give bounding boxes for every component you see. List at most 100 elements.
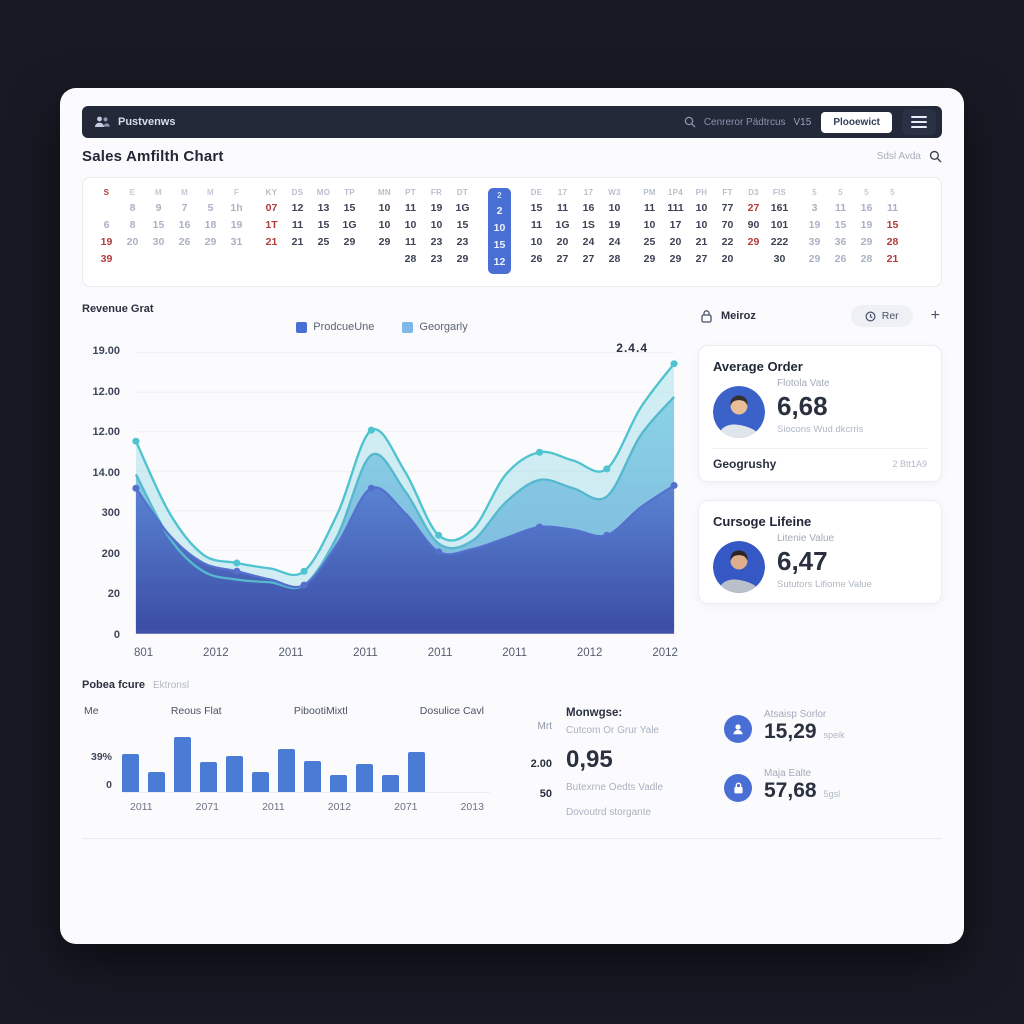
- calendar-day[interactable]: 15: [886, 219, 899, 231]
- calendar-day[interactable]: 1S: [582, 219, 595, 231]
- add-metric-button[interactable]: +: [930, 307, 940, 324]
- calendar-day[interactable]: 11: [834, 202, 847, 214]
- calendar-day[interactable]: 21: [265, 236, 278, 248]
- calendar-day[interactable]: 10: [695, 219, 708, 231]
- calendar-day[interactable]: 20: [556, 236, 569, 248]
- calendar-day[interactable]: 10: [643, 219, 656, 231]
- calendar-day[interactable]: 15: [834, 219, 847, 231]
- calendar-day[interactable]: 28: [608, 253, 621, 265]
- calendar-day[interactable]: 15: [456, 219, 469, 231]
- calendar-day[interactable]: 21: [291, 236, 304, 248]
- calendar-day[interactable]: 16: [178, 219, 191, 231]
- hamburger-menu-icon[interactable]: [902, 109, 936, 135]
- calendar-day[interactable]: 15: [493, 239, 506, 251]
- calendar-day[interactable]: 11: [291, 219, 304, 231]
- calendar-day[interactable]: 11: [530, 219, 543, 231]
- calendar-day[interactable]: 70: [721, 219, 734, 231]
- calendar-day[interactable]: 31: [230, 236, 243, 248]
- calendar-day[interactable]: 27: [582, 253, 595, 265]
- tab-pibootimixtl[interactable]: PibootiMixtl: [293, 705, 348, 717]
- calendar-day[interactable]: 90: [747, 219, 760, 231]
- calendar-day[interactable]: 20: [126, 236, 139, 248]
- calendar-day[interactable]: 101: [770, 219, 789, 231]
- calendar-day[interactable]: 15: [530, 202, 543, 214]
- calendar-day[interactable]: 27: [747, 202, 760, 214]
- metric-card-customer-lifetime[interactable]: Cursoge Lifeine Litenie Value 6,47 S: [698, 500, 942, 604]
- calendar-day[interactable]: 26: [530, 253, 543, 265]
- calendar-day[interactable]: 19: [230, 219, 243, 231]
- calendar-day[interactable]: 12: [291, 202, 304, 214]
- calendar-day[interactable]: 1G: [342, 219, 357, 231]
- calendar-day[interactable]: 28: [886, 236, 899, 248]
- calendar-day[interactable]: 13: [317, 202, 330, 214]
- calendar-day[interactable]: 19: [608, 219, 621, 231]
- calendar-day[interactable]: 27: [556, 253, 569, 265]
- calendar-day[interactable]: 15: [317, 219, 330, 231]
- legend-item-geography[interactable]: Georgarly: [402, 321, 468, 333]
- calendar-day[interactable]: 11: [404, 236, 417, 248]
- calendar-day[interactable]: 29: [378, 236, 391, 248]
- calendar-day[interactable]: 24: [582, 236, 595, 248]
- calendar-day[interactable]: 25: [317, 236, 330, 248]
- navbar-search[interactable]: Cenreror Pädtrcus V15: [684, 116, 811, 128]
- calendar-day[interactable]: 16: [860, 202, 873, 214]
- search-icon[interactable]: [929, 150, 942, 163]
- calendar-day[interactable]: 161: [770, 202, 789, 214]
- tab-dosulice-cavl[interactable]: Dosulice Cavl: [419, 705, 484, 717]
- calendar-day[interactable]: 9: [155, 202, 162, 214]
- calendar-day[interactable]: 10: [530, 236, 543, 248]
- tab-reous-flat[interactable]: Reous Flat: [170, 705, 222, 717]
- calendar-day[interactable]: 29: [643, 253, 656, 265]
- calendar-day[interactable]: 1G: [555, 219, 570, 231]
- calendar-day[interactable]: 2: [496, 205, 503, 217]
- filter-pill-button[interactable]: Rer: [850, 305, 913, 327]
- calendar-day[interactable]: 10: [404, 219, 417, 231]
- calendar-day[interactable]: 6: [103, 219, 110, 231]
- calendar-day[interactable]: 17: [669, 219, 682, 231]
- calendar-day[interactable]: 28: [860, 253, 873, 265]
- calendar-day[interactable]: 1G: [455, 202, 470, 214]
- calendar-day[interactable]: 30: [773, 253, 786, 265]
- calendar-day[interactable]: 10: [695, 202, 708, 214]
- calendar-day[interactable]: 23: [430, 236, 443, 248]
- calendar-day[interactable]: 16: [582, 202, 595, 214]
- tab-me[interactable]: Me: [84, 705, 99, 717]
- calendar-day[interactable]: 07: [265, 202, 278, 214]
- calendar-day[interactable]: 26: [834, 253, 847, 265]
- calendar-day[interactable]: 29: [456, 253, 469, 265]
- calendar-day[interactable]: 10: [493, 222, 506, 234]
- calendar-day[interactable]: 19: [100, 236, 113, 248]
- calendar-day[interactable]: 21: [695, 236, 708, 248]
- calendar-day[interactable]: 19: [430, 202, 443, 214]
- calendar-day[interactable]: 36: [834, 236, 847, 248]
- calendar-day[interactable]: 10: [608, 202, 621, 214]
- calendar-day[interactable]: 5: [207, 202, 214, 214]
- calendar-day[interactable]: 39: [808, 236, 821, 248]
- calendar-day[interactable]: 10: [430, 219, 443, 231]
- calendar-day[interactable]: 11: [886, 202, 899, 214]
- calendar-day[interactable]: 20: [721, 253, 734, 265]
- calendar-day[interactable]: 29: [204, 236, 217, 248]
- legend-item-productline[interactable]: ProdcueUne: [296, 321, 374, 333]
- calendar-day[interactable]: 11: [643, 202, 656, 214]
- calendar-day[interactable]: 11: [404, 202, 417, 214]
- calendar-day[interactable]: 3: [811, 202, 818, 214]
- brand[interactable]: Pustvenws: [94, 115, 175, 129]
- calendar-day[interactable]: 7: [181, 202, 188, 214]
- calendar-day[interactable]: 8: [129, 202, 136, 214]
- calendar-day[interactable]: 22: [721, 236, 734, 248]
- calendar-day[interactable]: 11: [556, 202, 569, 214]
- calendar-day[interactable]: 23: [456, 236, 469, 248]
- calendar-day[interactable]: 10: [378, 219, 391, 231]
- calendar-day[interactable]: 39: [100, 253, 113, 265]
- calendar-day[interactable]: 27: [695, 253, 708, 265]
- navbar-action-button[interactable]: Plooewict: [821, 111, 892, 133]
- calendar-day[interactable]: 1T: [265, 219, 278, 231]
- calendar-day[interactable]: 111: [667, 202, 684, 214]
- calendar-day[interactable]: 18: [204, 219, 217, 231]
- metric-card-average-order[interactable]: Average Order Flotola Vate 6,68 Sioc: [698, 345, 942, 482]
- calendar-day[interactable]: 15: [152, 219, 165, 231]
- calendar-day[interactable]: 29: [747, 236, 760, 248]
- calendar-day[interactable]: 15: [343, 202, 356, 214]
- calendar-day[interactable]: 25: [643, 236, 656, 248]
